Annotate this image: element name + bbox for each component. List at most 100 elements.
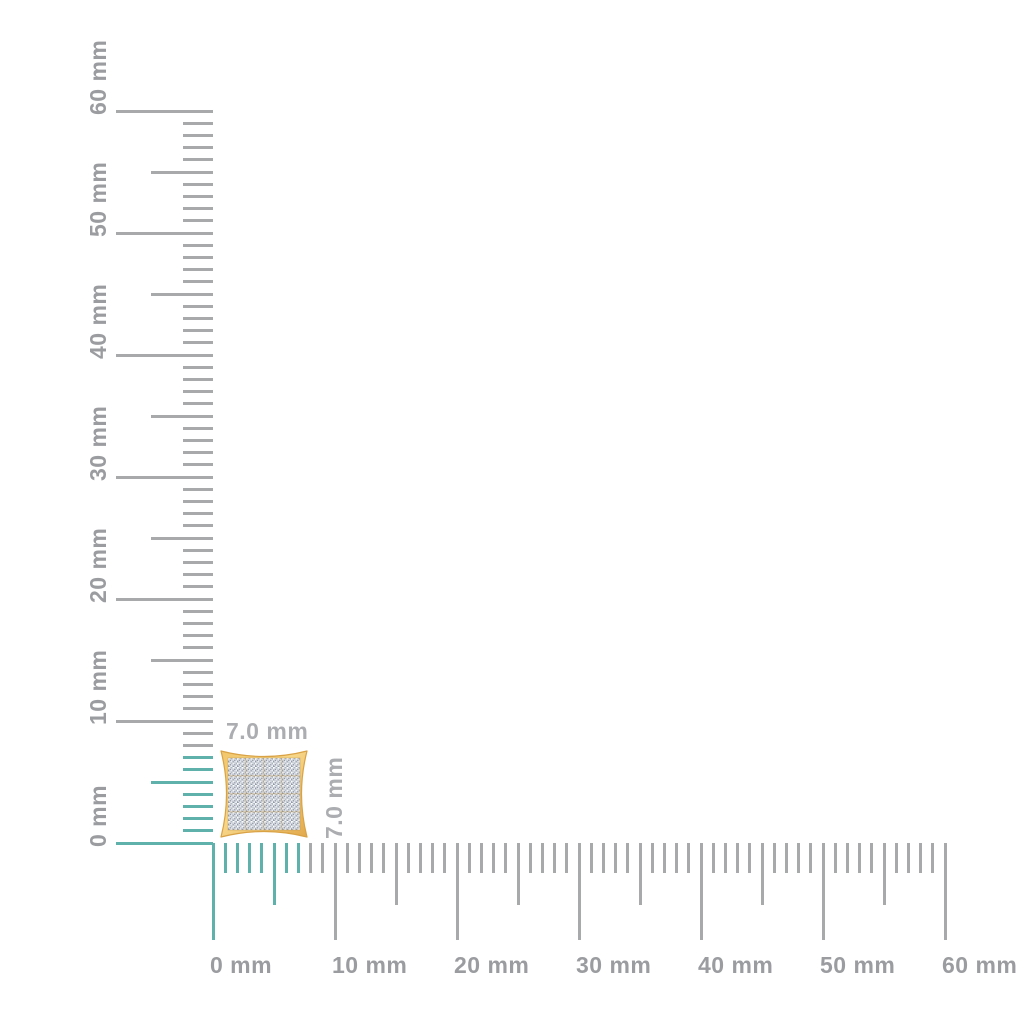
- vertical-ruler-label: 30 mm: [85, 405, 111, 481]
- vertical-ruler-tick-minor: [183, 646, 213, 650]
- horizontal-ruler-tick-major: [333, 843, 337, 940]
- horizontal-ruler-tick-minor: [906, 843, 910, 873]
- vertical-ruler-tick-minor: [183, 402, 213, 406]
- horizontal-ruler-tick-medium: [760, 843, 764, 905]
- vertical-ruler-tick-minor: [183, 621, 213, 625]
- horizontal-ruler-tick-major: [821, 843, 825, 940]
- horizontal-ruler-tick-minor: [650, 843, 654, 873]
- vertical-ruler-tick-medium: [151, 536, 213, 540]
- vertical-ruler-tick-minor: [183, 268, 213, 272]
- horizontal-ruler-tick-minor: [858, 843, 862, 873]
- vertical-ruler-tick-major: [116, 597, 213, 601]
- pave-diamond-cell: [245, 793, 265, 813]
- product-height-label: 7.0 mm: [321, 756, 347, 839]
- pave-diamond-cell: [227, 811, 247, 831]
- vertical-ruler-tick-minor: [183, 390, 213, 394]
- vertical-ruler-tick-minor: [183, 573, 213, 577]
- vertical-ruler-tick-minor: [183, 634, 213, 638]
- horizontal-ruler-tick-minor: [431, 843, 435, 873]
- vertical-ruler-tick-minor: [183, 682, 213, 686]
- vertical-ruler-tick-minor: [183, 487, 213, 491]
- vertical-ruler-tick-minor: [183, 743, 213, 747]
- horizontal-ruler-tick-minor: [504, 843, 508, 873]
- vertical-ruler-tick-minor: [183, 451, 213, 455]
- horizontal-ruler-label: 0 mm: [210, 952, 273, 978]
- pave-diamond-grid: [227, 757, 301, 831]
- vertical-ruler-tick-minor: [183, 243, 213, 247]
- vertical-ruler-tick-minor: [183, 146, 213, 150]
- horizontal-ruler-label: 50 mm: [820, 952, 896, 978]
- vertical-ruler-tick-minor: [183, 585, 213, 589]
- vertical-ruler-tick-minor: [183, 158, 213, 162]
- horizontal-ruler-tick-minor: [919, 843, 923, 873]
- vertical-ruler-tick-minor: [183, 512, 213, 516]
- horizontal-ruler-tick-minor: [492, 843, 496, 873]
- vertical-ruler-tick-minor: [183, 768, 213, 772]
- horizontal-ruler-tick-minor: [797, 843, 801, 873]
- horizontal-ruler-label: 60 mm: [942, 952, 1018, 978]
- pave-diamond-cell: [263, 793, 283, 813]
- pave-diamond-cell: [245, 775, 265, 795]
- vertical-ruler-tick-minor: [183, 756, 213, 760]
- horizontal-ruler-tick-major: [455, 843, 459, 940]
- horizontal-ruler-tick-medium: [882, 843, 886, 905]
- vertical-ruler-tick-minor: [183, 524, 213, 528]
- vertical-ruler-tick-minor: [183, 426, 213, 430]
- vertical-ruler-tick-minor: [183, 182, 213, 186]
- horizontal-ruler-tick-minor: [601, 843, 605, 873]
- vertical-ruler-tick-minor: [183, 792, 213, 796]
- vertical-ruler-tick-major: [116, 353, 213, 357]
- horizontal-ruler-tick-minor: [662, 843, 666, 873]
- vertical-ruler-tick-major: [116, 231, 213, 235]
- vertical-ruler-tick-minor: [183, 365, 213, 369]
- pave-diamond-cell: [281, 811, 301, 831]
- vertical-ruler-tick-major: [116, 841, 213, 845]
- horizontal-ruler-tick-minor: [748, 843, 752, 873]
- horizontal-ruler-tick-minor: [406, 843, 410, 873]
- horizontal-ruler-tick-minor: [565, 843, 569, 873]
- horizontal-ruler-tick-medium: [638, 843, 642, 905]
- horizontal-ruler-tick-minor: [418, 843, 422, 873]
- vertical-ruler-label: 50 mm: [85, 161, 111, 237]
- vertical-ruler-tick-minor: [183, 609, 213, 613]
- vertical-ruler-tick-major: [116, 719, 213, 723]
- vertical-ruler-label: 0 mm: [85, 784, 111, 847]
- vertical-ruler-tick-minor: [183, 670, 213, 674]
- pave-diamond-cell: [227, 757, 247, 777]
- vertical-ruler-tick-medium: [151, 292, 213, 296]
- horizontal-ruler-tick-medium: [516, 843, 520, 905]
- vertical-ruler-tick-minor: [183, 731, 213, 735]
- horizontal-ruler-tick-major: [577, 843, 581, 940]
- vertical-ruler-tick-minor: [183, 280, 213, 284]
- pave-diamond-cell: [227, 775, 247, 795]
- pave-diamond-cell: [263, 757, 283, 777]
- vertical-ruler-tick-medium: [151, 170, 213, 174]
- vertical-ruler-tick-minor: [183, 707, 213, 711]
- horizontal-ruler-tick-minor: [260, 843, 264, 873]
- horizontal-ruler-tick-minor: [284, 843, 288, 873]
- vertical-ruler-label: 10 mm: [85, 649, 111, 725]
- vertical-ruler-label: 20 mm: [85, 527, 111, 603]
- horizontal-ruler-label: 20 mm: [454, 952, 530, 978]
- horizontal-ruler-tick-major: [943, 843, 947, 940]
- horizontal-ruler-tick-minor: [845, 843, 849, 873]
- horizontal-ruler-tick-minor: [736, 843, 740, 873]
- earring-image: [220, 750, 308, 838]
- vertical-ruler-tick-minor: [183, 463, 213, 467]
- vertical-ruler-tick-minor: [183, 829, 213, 833]
- horizontal-ruler-tick-minor: [223, 843, 227, 873]
- vertical-ruler-tick-minor: [183, 548, 213, 552]
- horizontal-ruler-tick-minor: [345, 843, 349, 873]
- horizontal-ruler-tick-minor: [626, 843, 630, 873]
- horizontal-ruler-tick-minor: [809, 843, 813, 873]
- horizontal-ruler-tick-minor: [870, 843, 874, 873]
- vertical-ruler-tick-minor: [183, 499, 213, 503]
- horizontal-ruler-tick-minor: [528, 843, 532, 873]
- horizontal-ruler-tick-minor: [784, 843, 788, 873]
- pave-diamond-cell: [281, 775, 301, 795]
- horizontal-ruler-tick-major: [211, 843, 215, 940]
- horizontal-ruler-tick-minor: [321, 843, 325, 873]
- vertical-ruler-tick-major: [116, 475, 213, 479]
- horizontal-ruler-tick-minor: [772, 843, 776, 873]
- pave-diamond-cell: [281, 793, 301, 813]
